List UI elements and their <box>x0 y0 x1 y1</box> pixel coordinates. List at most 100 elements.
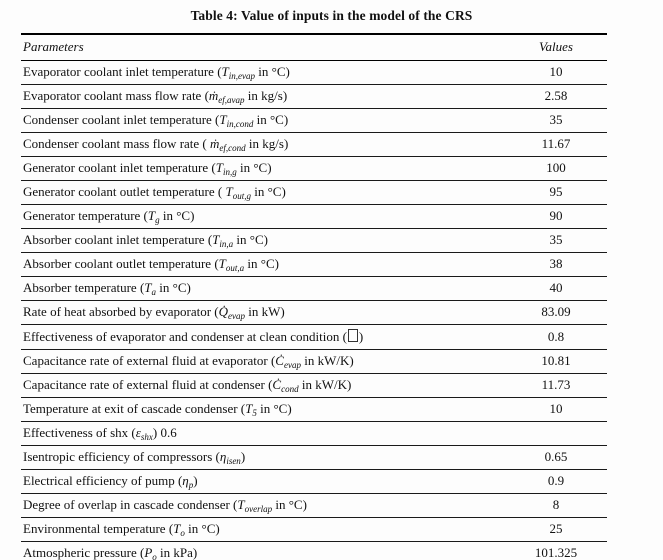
param-text: Effectiveness of shx ( <box>23 425 136 440</box>
table-row: Condenser coolant mass flow rate ( ṁef,c… <box>21 132 607 157</box>
table-row: Generator coolant inlet temperature (Tin… <box>21 156 607 181</box>
table-title: Table 4: Value of inputs in the model of… <box>190 8 473 23</box>
parameter-cell: Capacitance rate of external fluid at co… <box>21 373 505 398</box>
param-subscript: evap <box>283 360 301 370</box>
parameter-cell: Effectiveness of shx (εshx) 0.6 <box>21 421 505 446</box>
param-math-symbol: T <box>219 112 227 127</box>
param-text: in °C) <box>156 280 191 295</box>
parameter-cell: Environmental temperature (To in °C) <box>21 517 505 542</box>
table-row: Effectiveness of evaporator and condense… <box>21 324 607 350</box>
param-subscript: cond <box>281 384 299 394</box>
param-math-symbol: T <box>218 256 226 271</box>
param-text: ) <box>240 449 246 464</box>
parameter-cell: Effectiveness of evaporator and condense… <box>21 324 505 350</box>
param-text: Degree of overlap in cascade condenser ( <box>23 497 238 512</box>
param-text: in kW/K) <box>300 353 354 368</box>
table-row: Electrical efficiency of pump (ηp) 0.9 <box>21 469 607 494</box>
param-math-symbol: T <box>144 280 152 295</box>
param-text: Absorber temperature ( <box>23 280 145 295</box>
param-text: Atmospheric pressure ( <box>23 545 145 560</box>
param-subscript: g <box>155 215 160 225</box>
header-parameters: Parameters <box>21 33 505 61</box>
param-text: in °C) <box>251 184 286 199</box>
param-text: in kW/K) <box>298 377 352 392</box>
parameter-cell: Condenser coolant mass flow rate ( ṁef,c… <box>21 132 505 157</box>
param-text: Electrical efficiency of pump ( <box>23 473 183 488</box>
table-row: Generator coolant outlet temperature ( T… <box>21 180 607 205</box>
table-row: Temperature at exit of cascade condenser… <box>21 397 607 422</box>
table-row: Absorber coolant outlet temperature (Tou… <box>21 252 607 277</box>
value-cell: 90 <box>505 204 607 229</box>
param-subscript: a <box>151 287 157 297</box>
param-text: in °C) <box>159 208 195 223</box>
param-subscript: ef,cond <box>219 143 246 153</box>
value-cell: 10.81 <box>505 349 607 374</box>
param-text: Generator coolant outlet temperature ( <box>23 184 226 199</box>
table-row: Condenser coolant inlet temperature (Tin… <box>21 108 607 133</box>
value-cell <box>505 421 607 446</box>
value-cell: 10 <box>505 60 607 85</box>
param-math-symbol: T <box>221 64 229 79</box>
param-math-symbol: η <box>182 473 189 488</box>
table-row: Rate of heat absorbed by evaporator (Q̇e… <box>21 300 607 325</box>
param-math-symbol: T <box>147 208 156 223</box>
param-text: Condenser coolant mass flow rate ( <box>23 136 211 151</box>
param-text: Temperature at exit of cascade condenser… <box>23 401 246 416</box>
param-subscript: shx <box>140 432 153 442</box>
param-math-symbol: η <box>219 449 227 464</box>
param-subscript: in,a <box>219 239 234 249</box>
param-subscript: in,evap <box>228 71 256 81</box>
param-math-symbol: T <box>237 497 245 512</box>
param-text: Evaporator coolant mass flow rate ( <box>23 88 209 103</box>
parameter-cell: Degree of overlap in cascade condenser (… <box>21 493 505 518</box>
parameter-cell: Absorber coolant inlet temperature (Tin,… <box>21 228 505 253</box>
parameter-cell: Evaporator coolant mass flow rate (ṁef,a… <box>21 84 505 109</box>
param-text: in °C) <box>272 497 307 512</box>
value-cell: 0.8 <box>505 324 607 350</box>
value-cell: 101.325 <box>505 541 607 560</box>
param-text: in °C) <box>253 112 289 127</box>
table-row: Isentropic efficiency of compressors (ηi… <box>21 445 607 470</box>
param-subscript: isen <box>226 456 241 466</box>
parameter-cell: Absorber temperature (Ta in °C) <box>21 276 505 301</box>
param-math-symbol: ṁ <box>210 136 220 151</box>
param-text: ) 0.6 <box>152 425 177 440</box>
param-subscript: evap <box>228 311 246 321</box>
parameter-cell: Generator coolant outlet temperature ( T… <box>21 180 505 205</box>
inputs-table: Parameters Values Evaporator coolant inl… <box>21 33 607 560</box>
param-subscript: in,g <box>222 167 237 177</box>
param-math-symbol: T <box>173 521 181 536</box>
param-math-symbol: T <box>225 184 233 199</box>
parameter-cell: Isentropic efficiency of compressors (ηi… <box>21 445 505 470</box>
param-text: Capacitance rate of external fluid at co… <box>23 377 273 392</box>
param-math-symbol: Ċ <box>275 353 284 368</box>
param-text: Rate of heat absorbed by evaporator ( <box>23 304 219 319</box>
table-row: Atmospheric pressure (Po in kPa) 101.325 <box>21 541 607 560</box>
value-cell: 40 <box>505 276 607 301</box>
value-cell: 38 <box>505 252 607 277</box>
table-row: Effectiveness of shx (εshx) 0.6 <box>21 421 607 446</box>
param-text: in °C) <box>255 64 290 79</box>
value-cell: 95 <box>505 180 607 205</box>
table-row: Capacitance rate of external fluid at ev… <box>21 349 607 374</box>
value-cell: 83.09 <box>505 300 607 325</box>
parameter-cell: Rate of heat absorbed by evaporator (Q̇e… <box>21 300 505 325</box>
param-text: Environmental temperature ( <box>23 521 174 536</box>
missing-glyph-box <box>347 329 358 342</box>
param-math-symbol: Q̇ <box>218 304 229 319</box>
table-body: Evaporator coolant inlet temperature (Ti… <box>21 60 607 560</box>
param-text: in kg/s) <box>244 88 288 103</box>
param-subscript: overlap <box>244 504 273 514</box>
param-text: in °C) <box>256 401 292 416</box>
parameter-cell: Capacitance rate of external fluid at ev… <box>21 349 505 374</box>
param-subscript: p <box>188 480 194 490</box>
param-text: Evaporator coolant inlet temperature ( <box>23 64 222 79</box>
param-text: Generator temperature ( <box>23 208 148 223</box>
param-text: in kg/s) <box>245 136 289 151</box>
param-math-symbol: ε <box>135 425 141 440</box>
parameter-cell: Electrical efficiency of pump (ηp) <box>21 469 505 494</box>
param-text: in °C) <box>244 256 279 271</box>
param-text: in °C) <box>233 232 268 247</box>
param-subscript: 5 <box>252 408 257 418</box>
value-cell: 25 <box>505 517 607 542</box>
